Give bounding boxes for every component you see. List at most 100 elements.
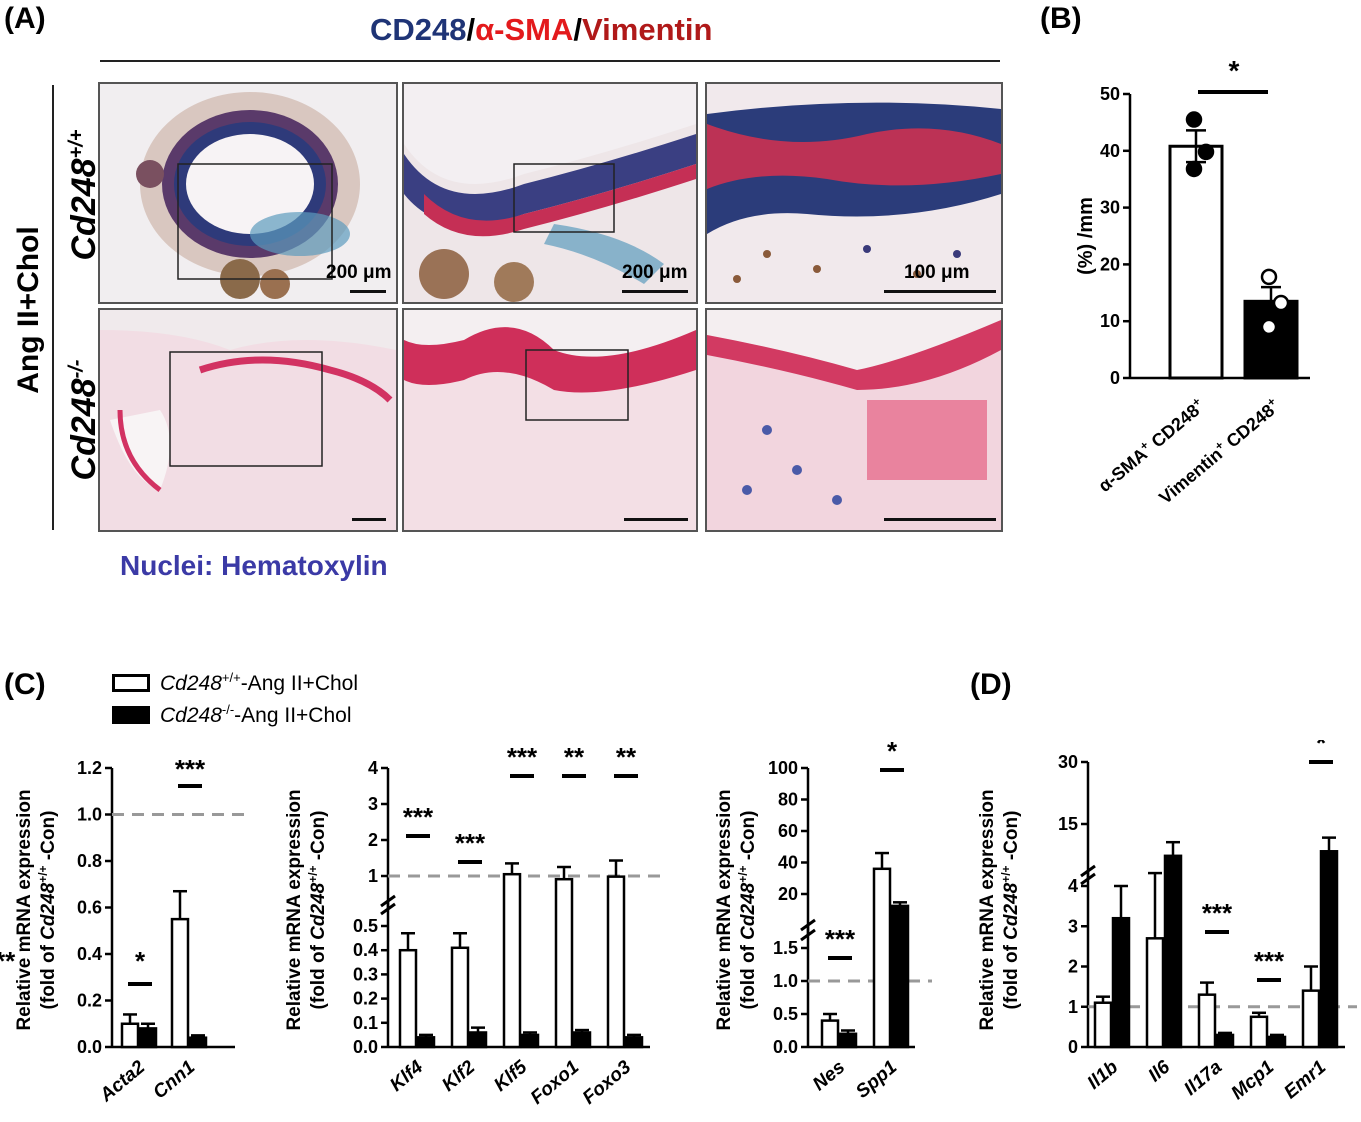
stain-asma: α-SMA <box>475 12 574 47</box>
c3-ytick-label: 80 <box>778 790 798 810</box>
y-axis-label-line1: Relative mRNA expression <box>14 789 35 1030</box>
b-category-label: Vimentin+ CD248+ <box>1154 394 1284 508</box>
b-data-point <box>1185 111 1203 128</box>
c2-bar <box>624 1036 644 1049</box>
c2-ytick-label: 1 <box>368 866 378 886</box>
c1-ytick-label: 0.4 <box>77 944 102 964</box>
d-ytick-label: 4 <box>1068 876 1078 896</box>
y-axis-label-line2: (fold of Cd248+/+ -Con) <box>36 811 59 1010</box>
c2-sig-label: ** <box>616 742 637 772</box>
d-category-label: Il17a <box>1180 1056 1226 1100</box>
d-bar <box>1093 1001 1113 1049</box>
side-label: Ang II+Chol <box>12 226 45 394</box>
c2-bar <box>606 875 626 1049</box>
c3-ytick-label: 100 <box>768 758 798 778</box>
c1-sig-label: *** <box>0 946 16 976</box>
c3-sig-label: *** <box>825 924 856 954</box>
legend-swatch-ko <box>112 706 150 724</box>
chart-c2: Relative mRNA expression (fold of Cd248+/… <box>284 742 662 1109</box>
c3-ytick-label: 1.5 <box>773 938 798 958</box>
c3-ytick-label: 1.0 <box>773 971 798 991</box>
b-ytick-label: 20 <box>1100 254 1120 274</box>
scale-label-3: 100 μm <box>904 262 970 283</box>
c3-sig-label: * <box>887 740 898 766</box>
b-ytick-label: 0 <box>1110 368 1120 388</box>
scalebar-2 <box>622 290 688 293</box>
micrograph-wt-low <box>98 82 398 304</box>
c1-ytick-label: 1.0 <box>77 805 102 825</box>
c3-ytick-label: 0.0 <box>773 1037 798 1057</box>
stain-sep1: / <box>466 12 476 47</box>
scalebar-4 <box>352 518 386 521</box>
b-ytick-label: 50 <box>1100 84 1120 104</box>
c2-category-label: Foxo3 <box>579 1056 636 1108</box>
d-bar <box>1267 1035 1287 1049</box>
d-ytick-label: 3 <box>1068 916 1078 936</box>
d-sig-label: * <box>1316 740 1327 758</box>
c1-bar <box>170 917 190 1049</box>
d-category-label: Il6 <box>1145 1056 1175 1086</box>
d-bar <box>1249 1015 1269 1049</box>
c1-sig-label: * <box>135 946 146 976</box>
c2-ytick-label: 0.1 <box>353 1013 378 1033</box>
c1-category-label: Acta2 <box>95 1056 149 1106</box>
c3-ytick-label: 40 <box>778 853 798 873</box>
scalebar-6 <box>884 518 996 521</box>
c2-category-label: Klf2 <box>438 1056 479 1095</box>
panel-label-d: (D) <box>970 668 1012 701</box>
d-bar <box>1163 854 1183 1049</box>
c3-ytick-label: 20 <box>778 884 798 904</box>
d-bar <box>1145 937 1165 1049</box>
scale-label-1: 200 μm <box>326 262 392 283</box>
micrograph-ko-low <box>98 308 398 532</box>
y-axis-label-line2: (fold of Cd248+/+ -Con) <box>999 811 1022 1010</box>
c2-bar <box>502 872 522 1049</box>
c2-sig-label: *** <box>403 802 434 832</box>
d-bar <box>1301 989 1321 1049</box>
c3-bar <box>820 1019 840 1049</box>
c2-bar <box>520 1033 540 1049</box>
d-sig-label: *** <box>1202 898 1233 928</box>
c3-category-label: Spp1 <box>852 1057 901 1103</box>
c3-bar <box>872 867 892 1049</box>
d-bar <box>1215 1033 1235 1049</box>
y-axis-label-line2: (fold of Cd248+/+ -Con) <box>736 811 759 1010</box>
c2-ytick-label: 0.3 <box>353 964 378 984</box>
legend-item-ko: Cd248-/--Ang II+Chol <box>112 698 358 732</box>
d-ytick-label: 30 <box>1058 752 1078 772</box>
c1-category-label: Cnn1 <box>149 1057 199 1104</box>
c3-bar <box>890 904 910 1049</box>
c2-bar <box>572 1031 592 1049</box>
b-bar <box>1168 144 1224 380</box>
d-ytick-label: 2 <box>1068 957 1078 977</box>
b-bar <box>1243 299 1299 380</box>
c2-bar <box>398 948 418 1049</box>
c2-ytick-label: 3 <box>368 794 378 814</box>
d-bar <box>1111 916 1131 1049</box>
c3-category-label: Nes <box>809 1057 849 1095</box>
stain-title: CD248/α-SMA/Vimentin <box>370 12 712 48</box>
b-data-point <box>1272 294 1290 312</box>
legend-swatch-wt <box>112 674 150 692</box>
chart-d: Relative mRNA expression (fold of Cd248+/… <box>977 740 1357 1104</box>
panel-label-b: (B) <box>1040 2 1082 35</box>
c1-ytick-label: 0.0 <box>77 1037 102 1057</box>
panel-label-a: (A) <box>4 2 46 35</box>
d-category-label: Il1b <box>1084 1056 1123 1093</box>
c2-ytick-label: 0.0 <box>353 1037 378 1057</box>
c2-ytick-label: 4 <box>368 758 378 778</box>
c1-ytick-label: 0.8 <box>77 851 102 871</box>
c3-bar <box>838 1032 858 1049</box>
micrograph-ko-high <box>705 308 1003 532</box>
d-category-label: Emr1 <box>1280 1057 1330 1104</box>
c1-ytick-label: 0.6 <box>77 898 102 918</box>
c2-sig-label: *** <box>455 828 486 858</box>
d-sig-label: *** <box>1254 946 1285 976</box>
title-underline <box>100 60 1000 62</box>
c2-bar <box>416 1036 436 1049</box>
scalebar-1 <box>350 290 386 293</box>
legend: Cd248+/+-Ang II+Chol Cd248-/--Ang II+Cho… <box>112 668 358 732</box>
b-sig-label: * <box>1229 55 1240 86</box>
d-bar <box>1319 850 1339 1049</box>
